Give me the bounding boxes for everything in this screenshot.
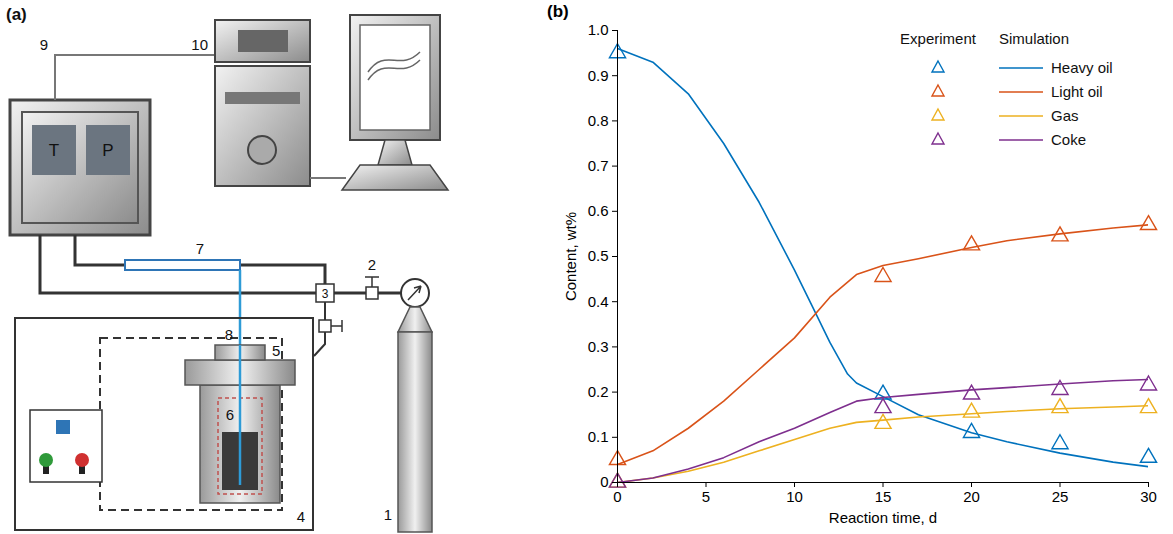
svg-text:0.5: 0.5 xyxy=(588,247,609,264)
svg-text:0: 0 xyxy=(613,488,621,505)
svg-text:Content, wt%: Content, wt% xyxy=(562,212,579,301)
svg-text:25: 25 xyxy=(1052,488,1069,505)
svg-text:15: 15 xyxy=(875,488,892,505)
svg-text:Simulation: Simulation xyxy=(999,30,1069,47)
svg-text:Gas: Gas xyxy=(1051,107,1079,124)
svg-text:8: 8 xyxy=(225,326,233,343)
svg-text:1: 1 xyxy=(384,506,392,523)
svg-text:0.3: 0.3 xyxy=(588,338,609,355)
svg-text:(a): (a) xyxy=(6,5,27,24)
svg-text:6: 6 xyxy=(226,406,234,423)
svg-text:1.0: 1.0 xyxy=(588,21,609,38)
svg-text:Light oil: Light oil xyxy=(1051,83,1103,100)
svg-text:20: 20 xyxy=(963,488,980,505)
svg-text:4: 4 xyxy=(297,508,305,525)
svg-text:0.1: 0.1 xyxy=(588,428,609,445)
html-text:(b): (b) xyxy=(547,2,569,21)
svg-text:5: 5 xyxy=(272,342,280,359)
svg-text:2: 2 xyxy=(368,256,376,273)
svg-text:0.4: 0.4 xyxy=(588,293,609,310)
svg-text:30: 30 xyxy=(1140,488,1157,505)
svg-text:P: P xyxy=(102,141,113,160)
svg-text:3: 3 xyxy=(322,287,329,301)
svg-text:7: 7 xyxy=(196,240,204,257)
svg-text:Heavy oil: Heavy oil xyxy=(1051,59,1113,76)
svg-text:0.6: 0.6 xyxy=(588,202,609,219)
svg-text:0.8: 0.8 xyxy=(588,112,609,129)
svg-text:T: T xyxy=(49,141,59,160)
svg-text:0.2: 0.2 xyxy=(588,383,609,400)
svg-text:0.9: 0.9 xyxy=(588,67,609,84)
svg-text:0: 0 xyxy=(600,473,608,490)
svg-text:Coke: Coke xyxy=(1051,131,1086,148)
svg-text:9: 9 xyxy=(40,36,48,53)
svg-text:0.7: 0.7 xyxy=(588,157,609,174)
svg-text:10: 10 xyxy=(191,36,208,53)
svg-text:10: 10 xyxy=(786,488,803,505)
svg-text:5: 5 xyxy=(702,488,710,505)
svg-text:Experiment: Experiment xyxy=(900,30,977,47)
svg-text:Reaction time, d: Reaction time, d xyxy=(829,509,937,526)
